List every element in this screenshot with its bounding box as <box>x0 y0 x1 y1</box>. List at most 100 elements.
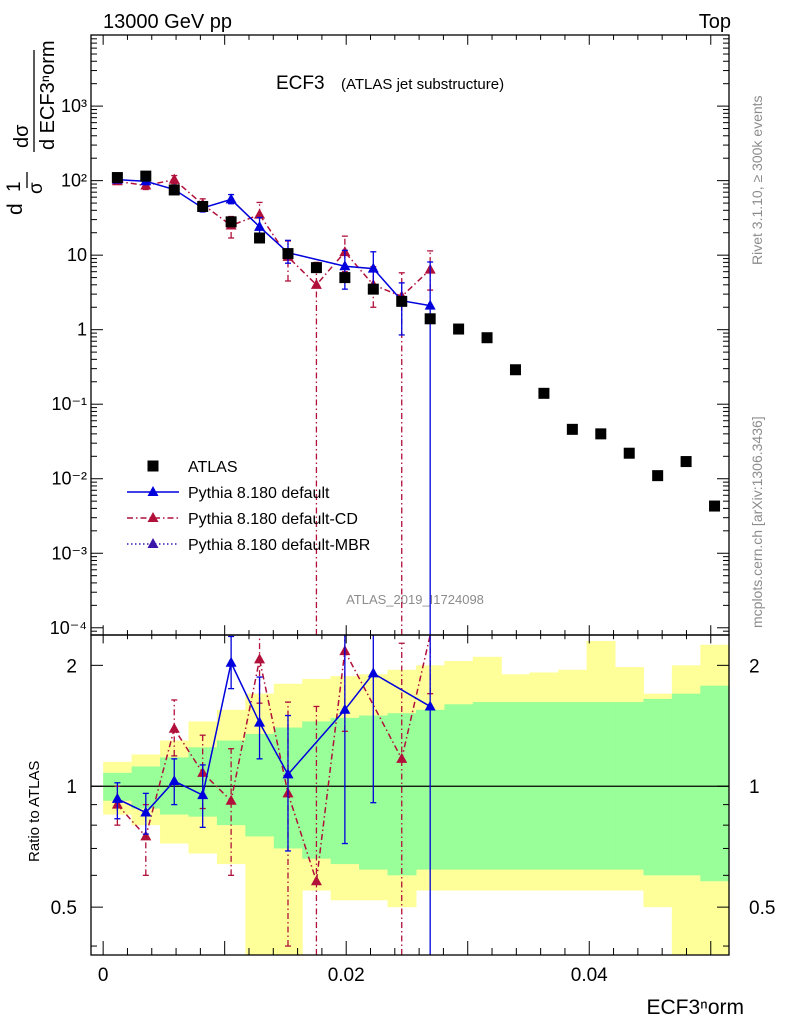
atlas-data-point <box>140 170 152 182</box>
legend-item: Pythia 8.180 default-MBR <box>127 537 370 554</box>
main-y-tick-label: 10⁻³ <box>51 543 87 563</box>
ratio-green-band <box>387 713 417 876</box>
ratio-y-label: Ratio to ATLAS <box>26 761 43 862</box>
header-left: 13000 GeV pp <box>103 11 232 33</box>
ratio-y-tick-label-right: 1 <box>749 777 760 798</box>
ratio-pythia-8-180-default-cd-line <box>116 634 431 882</box>
x-tick-label: 0.04 <box>571 965 608 986</box>
main-pythia-8-180-default-cd-marker <box>310 278 322 289</box>
x-tick-label: 0.02 <box>328 965 365 986</box>
legend-label: Pythia 8.180 default-MBR <box>188 537 370 554</box>
atlas-data-point <box>652 470 664 482</box>
main-y-label: d 1 σ dσ d ECF3ⁿorm <box>4 40 59 215</box>
legend-marker <box>147 512 159 522</box>
atlas-data-point <box>111 172 123 184</box>
rivet-label: Rivet 3.1.10, ≥ 300k events <box>749 95 765 265</box>
ratio-pythia-8-180-default-marker <box>140 806 152 817</box>
legend-marker <box>147 486 159 496</box>
ratio-green-band <box>444 704 474 870</box>
main-pythia-8-180-default-marker <box>254 220 266 231</box>
main-pythia-8-180-default-marker <box>367 262 379 273</box>
atlas-data-point <box>367 283 379 295</box>
ratio-y-tick-label-left: 2 <box>66 656 77 677</box>
ratio-pythia-8-180-default-marker <box>424 700 436 711</box>
atlas-data-point <box>453 323 465 335</box>
ratio-y-tick-label-left: 1 <box>66 777 77 798</box>
atlas-data-point <box>623 447 635 459</box>
main-y-tick-label: 10⁻¹ <box>51 394 87 414</box>
atlas-data-point <box>595 428 607 440</box>
plot-title: ECF3 (ATLAS jet substructure) <box>276 73 504 94</box>
main-frame <box>90 34 730 636</box>
ratio-pythia-8-180-default-cd-marker <box>396 752 408 763</box>
ratio-pythia-8-180-default-cd-marker <box>140 830 152 841</box>
legend-item: ATLAS <box>147 459 238 476</box>
legend-label: Pythia 8.180 default-CD <box>188 511 358 528</box>
ratio-green-band <box>643 698 673 876</box>
atlas-data-point <box>310 262 322 274</box>
atlas-data-point <box>282 248 294 260</box>
atlas-data-point <box>396 295 408 307</box>
atlas-data-point <box>225 216 237 228</box>
main-pythia-8-180-default-cd-marker <box>168 173 180 184</box>
atlas-data-point <box>197 200 209 212</box>
atlas-data-point <box>481 332 493 344</box>
main-y-tick-label: 10⁻⁴ <box>50 618 87 638</box>
atlas-data-point <box>168 184 180 196</box>
analysis-id: ATLAS_2019_I1724098 <box>346 592 484 607</box>
ratio-pythia-8-180-default-marker <box>197 789 209 800</box>
atlas-data-point <box>566 423 578 435</box>
main-panel: 10⁻⁴ 10⁻³ 10⁻² 10⁻¹ 1 10 10² 10³ <box>50 34 730 638</box>
ratio-pythia-8-180-default-cd-marker <box>225 794 237 805</box>
ratio-pythia-8-180-default-marker <box>111 792 123 803</box>
legend-marker <box>147 460 159 472</box>
main-y-tick-label: 10² <box>61 171 87 191</box>
ratio-pythia-8-180-default-marker <box>254 716 266 727</box>
atlas-data-point <box>509 364 521 376</box>
legend-label: ATLAS <box>188 459 238 476</box>
mcplots-label: mcplots.cern.ch [arXiv:1306.3436] <box>749 416 765 628</box>
main-y-tick-label: 1 <box>77 320 87 340</box>
y-label-decf: d ECF3ⁿorm <box>37 40 59 150</box>
atlas-data-point <box>538 387 550 399</box>
main-pythia-8-180-default-marker <box>225 193 237 204</box>
ratio-pythia-8-180-default-marker <box>168 775 180 786</box>
plot-title-main: ECF3 <box>276 73 325 94</box>
atlas-data-point <box>709 500 721 512</box>
legend-marker <box>147 538 159 548</box>
main-y-tick-label: 10 <box>67 245 87 265</box>
ratio-panel: 0.5 0.5 1 1 2 2 0 0.02 0.04 <box>51 634 775 986</box>
legend-label: Pythia 8.180 default <box>188 485 330 502</box>
y-label-d: d <box>4 203 27 215</box>
atlas-data-point <box>424 313 436 325</box>
ratio-pythia-8-180-default-marker <box>282 768 294 779</box>
ratio-pythia-8-180-default-marker <box>339 703 351 714</box>
ratio-green-band <box>700 685 730 882</box>
y-label-dsigma: dσ <box>11 124 33 148</box>
header-right: Top <box>699 11 731 33</box>
ratio-y-tick-label-right: 0.5 <box>749 898 775 919</box>
ratio-pythia-8-180-default-line <box>117 660 431 814</box>
atlas-data-point <box>254 232 266 244</box>
main-pythia-8-180-default-line <box>117 178 431 307</box>
ratio-pythia-8-180-default-cd-marker <box>254 653 266 664</box>
ratio-pythia-8-180-default-cd-marker <box>168 722 180 733</box>
main-pythia-8-180-default-marker <box>424 299 436 310</box>
ratio-pythia-8-180-default-marker <box>225 656 237 667</box>
main-pythia-8-180-default-marker <box>339 260 351 271</box>
ratio-y-tick-label-right: 2 <box>749 656 760 677</box>
y-label-sigma: σ <box>26 182 47 194</box>
legend: ATLAS Pythia 8.180 default Pythia 8.180 de… <box>127 459 370 554</box>
legend-item: Pythia 8.180 default-CD <box>127 511 358 528</box>
plot-title-sub: (ATLAS jet substructure) <box>341 76 504 93</box>
ratio-pythia-8-180-default-marker <box>367 667 379 678</box>
legend-item: Pythia 8.180 default <box>127 485 330 502</box>
ratio-green-band <box>671 693 701 876</box>
main-y-tick-label: 10³ <box>61 96 87 116</box>
x-axis-label: ECF3ⁿorm <box>646 996 744 1019</box>
main-y-tick-label: 10⁻² <box>51 469 87 489</box>
atlas-data-point <box>680 456 692 468</box>
atlas-data-point <box>339 272 351 284</box>
y-label-one: 1 <box>4 181 25 192</box>
